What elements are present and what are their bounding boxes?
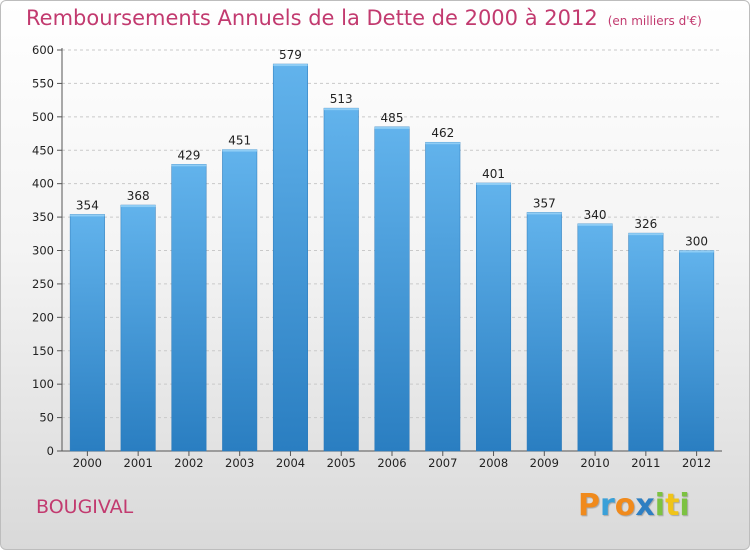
proxiti-logo: Proxiti [578, 488, 690, 523]
bar-2010 [577, 223, 613, 452]
bar-2001 [120, 204, 156, 452]
value-label-2002: 429 [177, 148, 200, 162]
y-tick-label: 100 [32, 377, 54, 391]
commune-name: BOUGIVAL [36, 496, 134, 518]
y-tick-label: 450 [32, 143, 54, 157]
y-tick-label: 200 [32, 310, 54, 324]
y-tick-label: 400 [32, 177, 54, 191]
value-label-2001: 368 [127, 189, 150, 203]
y-tick-label: 550 [32, 76, 54, 90]
bar-2003 [222, 149, 258, 452]
x-tick-label-2008: 2008 [479, 456, 508, 470]
x-tick-label-2004: 2004 [276, 456, 305, 470]
y-tick-label: 50 [39, 411, 54, 425]
bars [69, 63, 715, 452]
bar-2004 [272, 63, 308, 452]
bar-highlight [374, 126, 410, 129]
x-tick-label-2006: 2006 [377, 456, 406, 470]
value-label-2007: 462 [431, 126, 454, 140]
bar-highlight [425, 142, 461, 145]
x-tick-label-2012: 2012 [682, 456, 711, 470]
bar-highlight [273, 64, 308, 67]
y-tick-label: 500 [32, 110, 54, 124]
bar-2002 [171, 164, 207, 452]
bar-2011 [628, 232, 664, 452]
bar-2000 [69, 214, 105, 452]
x-tick-label-2005: 2005 [327, 456, 356, 470]
bar-highlight [476, 182, 511, 185]
bar-highlight [628, 233, 664, 236]
value-label-2000: 354 [76, 198, 99, 212]
bar-2008 [476, 182, 512, 452]
x-tick-label-2003: 2003 [225, 456, 254, 470]
y-tick-label: 250 [32, 277, 54, 291]
value-label-2003: 451 [228, 134, 251, 148]
bar-highlight [120, 205, 156, 208]
bar-highlight [577, 223, 613, 226]
value-label-2011: 326 [634, 217, 657, 231]
bar-2005 [323, 107, 359, 452]
value-label-2008: 401 [482, 167, 505, 181]
value-label-2012: 300 [685, 235, 708, 249]
value-label-2010: 340 [584, 208, 607, 222]
value-label-2004: 579 [279, 48, 302, 62]
axes: 0 50 100 150 200 250 300 350 400 450 500 550 600 2000… [32, 43, 722, 470]
value-label-2006: 485 [381, 111, 404, 125]
x-tick-label-2011: 2011 [631, 456, 660, 470]
chart-title: Remboursements Annuels de la Dette de 20… [26, 6, 702, 30]
x-tick-label-2009: 2009 [530, 456, 559, 470]
bar-2009 [526, 212, 562, 452]
x-tick-label-2001: 2001 [124, 456, 153, 470]
bar-highlight [527, 212, 562, 215]
y-tick-label: 600 [32, 43, 54, 57]
x-tick-label-2000: 2000 [73, 456, 102, 470]
x-tick-label-2010: 2010 [580, 456, 609, 470]
chart-title-text: Remboursements Annuels de la Dette de 20… [26, 6, 598, 30]
bar-2006 [374, 126, 410, 452]
x-tick-label-2007: 2007 [428, 456, 457, 470]
bar-highlight [171, 164, 207, 167]
y-tick-label: 300 [32, 244, 54, 258]
y-tick-label: 150 [32, 344, 54, 358]
value-label-2005: 513 [330, 92, 353, 106]
chart-unit: (en milliers d'€) [607, 14, 702, 28]
bar-highlight [222, 149, 257, 152]
bar-highlight [679, 250, 714, 253]
bar-2007 [425, 141, 461, 452]
bar-2012 [679, 250, 715, 452]
value-labels: 354 368 429 451 579 513 485 462 401 357 340 326 300 [76, 48, 708, 248]
x-tick-label-2002: 2002 [174, 456, 203, 470]
value-label-2009: 357 [533, 196, 556, 210]
y-tick-label: 0 [47, 444, 54, 458]
bar-highlight [323, 108, 359, 111]
bar-highlight [70, 214, 105, 217]
y-tick-label: 350 [32, 210, 54, 224]
